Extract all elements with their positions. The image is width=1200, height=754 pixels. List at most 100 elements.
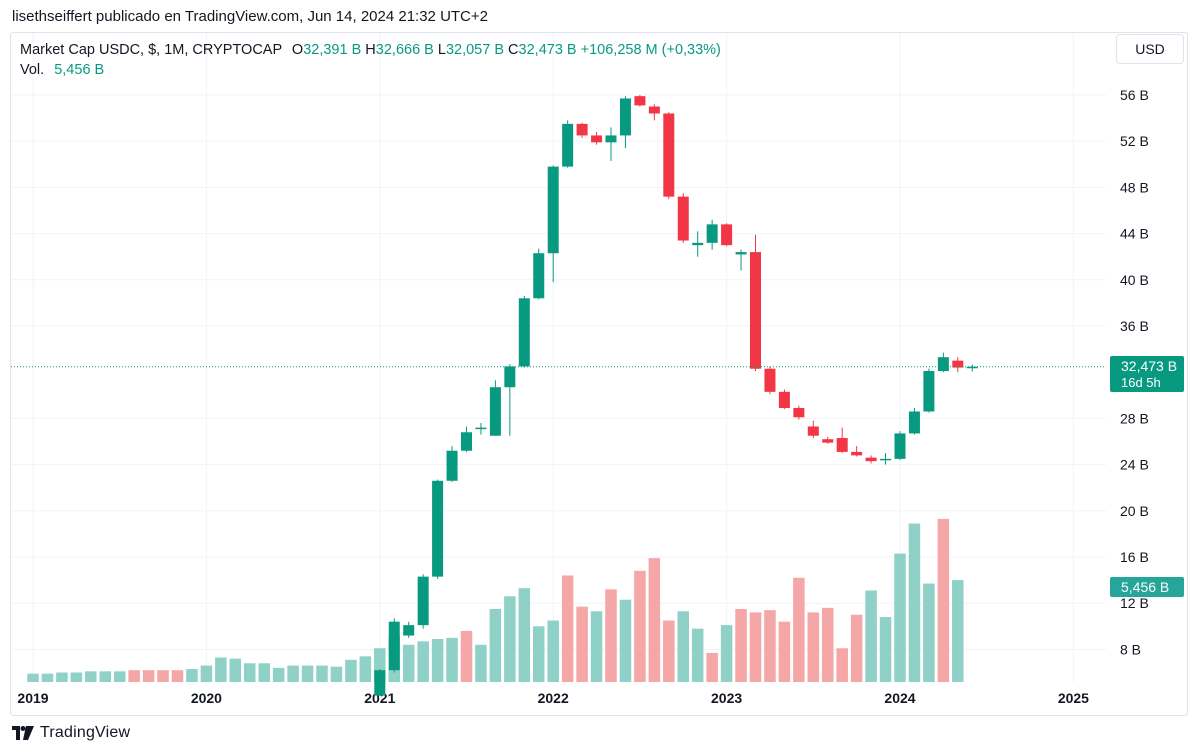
y-axis-tick-label: 36 B	[1120, 318, 1149, 334]
volume-bar	[879, 617, 892, 682]
volume-bar	[186, 669, 198, 682]
volume-bar	[908, 523, 921, 682]
volume-bar	[865, 590, 877, 682]
candle-body	[851, 451, 863, 456]
candle-body	[475, 427, 487, 430]
volume-bar	[677, 611, 689, 682]
candle-body	[388, 621, 400, 671]
x-axis-tick-label: 2024	[884, 690, 915, 706]
candle-body	[417, 576, 429, 626]
candle-body	[880, 458, 892, 461]
legend-close-label: C	[508, 42, 519, 58]
legend-open-value: 32,391 B	[303, 42, 362, 58]
tradingview-logo-icon	[12, 726, 34, 740]
volume-bar	[99, 671, 111, 682]
footer-brand-name: TradingView	[40, 724, 131, 741]
candle-body	[562, 123, 574, 167]
volume-bar	[850, 614, 863, 682]
currency-button[interactable]: USD	[1116, 34, 1184, 64]
x-axis-tick-label: 2021	[364, 690, 395, 706]
candle-body	[518, 298, 530, 367]
candle-body	[648, 106, 660, 114]
volume-bar	[518, 588, 531, 682]
volume-bar	[330, 666, 343, 682]
y-axis-tick-label: 16 B	[1120, 549, 1149, 565]
candle-body	[634, 96, 646, 106]
candle-body	[374, 670, 386, 696]
candle-body	[533, 253, 545, 299]
volume-bar	[56, 672, 68, 682]
volume-bar	[634, 570, 646, 682]
candle-body	[807, 426, 819, 436]
legend-symbol: Market Cap USDC, $, 1M, CRYPTOCAP	[20, 42, 282, 58]
volume-bar	[720, 625, 733, 682]
volume-bar	[244, 663, 256, 682]
candle-body	[778, 391, 790, 409]
y-axis-tick-label: 40 B	[1120, 272, 1149, 288]
candle-body	[605, 135, 617, 143]
last-price-badge	[1110, 356, 1184, 392]
volume-bar	[923, 583, 935, 682]
volume-bar	[504, 596, 516, 682]
volume-bar	[576, 606, 588, 682]
candle-body	[937, 357, 949, 372]
attribution-text: lisethseiffert publicado en TradingView.…	[12, 8, 488, 25]
legend-change: +106,258 M (+0,33%)	[580, 42, 721, 58]
volume-bar	[345, 659, 357, 682]
y-axis-tick-label: 56 B	[1120, 87, 1149, 103]
volume-bar	[547, 620, 559, 682]
volume-value-label: 5,456 B	[1121, 579, 1169, 595]
volume-bar	[489, 608, 502, 682]
candle-body	[446, 450, 458, 481]
y-axis-tick-label: 28 B	[1120, 410, 1149, 426]
y-axis-tick-label: 24 B	[1120, 457, 1149, 473]
volume-bar	[27, 673, 39, 682]
volume-bar	[157, 670, 169, 682]
chart-legend: Market Cap USDC, $, 1M, CRYPTOCAP O32,39…	[20, 40, 721, 80]
legend-volume-value: 5,456 B	[54, 62, 105, 78]
candle-body	[764, 368, 776, 392]
last-price-label: 32,473 B	[1121, 358, 1177, 374]
volume-bar	[475, 644, 487, 682]
volume-bar	[113, 671, 126, 682]
volume-bar	[41, 673, 54, 682]
legend-high-value: 32,666 B	[375, 42, 434, 58]
candle-body	[865, 457, 877, 462]
volume-bar	[764, 610, 776, 682]
volume-bar	[128, 670, 140, 682]
candle-body	[706, 224, 718, 243]
candle-body	[591, 135, 603, 143]
candle-body	[750, 252, 761, 369]
candle-body	[836, 438, 848, 452]
x-axis-tick-label: 2022	[538, 690, 569, 706]
volume-bar	[619, 599, 632, 682]
y-axis-tick-label: 48 B	[1120, 179, 1149, 195]
legend-volume-row: Vol. 5,456 B	[20, 60, 721, 80]
volume-bar	[85, 671, 97, 682]
volume-bar	[402, 644, 415, 682]
candle-body	[619, 98, 631, 136]
volume-bar	[431, 639, 444, 682]
volume-bar	[229, 658, 242, 682]
volume-bar	[822, 607, 834, 682]
legend-high-label: H	[365, 42, 376, 58]
candle-body	[923, 371, 935, 412]
volume-bar	[561, 575, 574, 682]
y-axis-tick-label: 44 B	[1120, 226, 1149, 242]
legend-ohlc-row: Market Cap USDC, $, 1M, CRYPTOCAP O32,39…	[20, 40, 721, 60]
legend-low-label: L	[437, 42, 446, 58]
x-axis-tick-label: 2019	[17, 690, 48, 706]
countdown-label: 16d 5h	[1121, 375, 1161, 390]
volume-bar	[258, 663, 270, 682]
candle-body	[576, 123, 588, 136]
volume-bar	[952, 580, 964, 682]
volume-bar	[272, 667, 285, 682]
candle-body	[403, 625, 415, 636]
candle-body	[908, 411, 920, 434]
candle-body	[894, 433, 906, 459]
volume-bar	[316, 665, 328, 682]
volume-bar	[836, 648, 848, 682]
volume-badge	[1110, 577, 1184, 597]
candle-body	[735, 252, 747, 255]
